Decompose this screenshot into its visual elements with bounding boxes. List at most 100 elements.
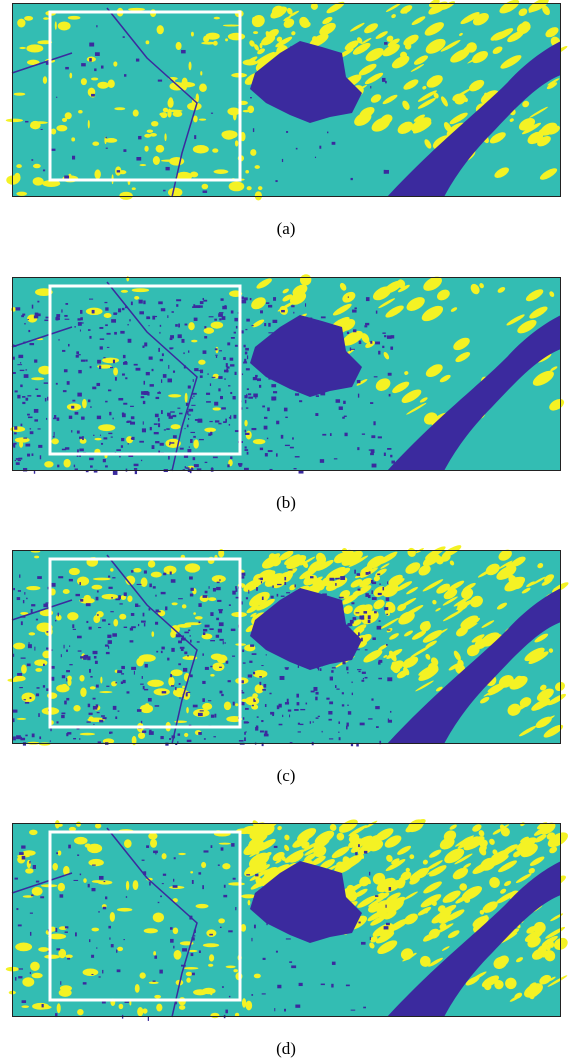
yellow-region	[36, 1005, 51, 1009]
blue-speck	[158, 348, 160, 352]
yellow-region	[126, 881, 129, 891]
blue-speck	[56, 721, 58, 723]
blue-speck	[115, 716, 117, 719]
yellow-region	[134, 296, 139, 300]
blue-speck	[161, 410, 163, 414]
blue-speck	[163, 190, 165, 192]
blue-speck	[235, 588, 237, 592]
blue-speck	[69, 416, 72, 419]
blue-speck	[261, 581, 262, 583]
blue-speck	[203, 595, 208, 598]
yellow-region	[102, 358, 119, 364]
blue-speck	[218, 864, 220, 865]
blue-speck	[350, 347, 351, 350]
blue-speck	[143, 613, 145, 617]
blue-speck	[329, 738, 333, 739]
blue-speck	[170, 335, 174, 338]
blue-speck	[106, 686, 109, 687]
blue-speck	[128, 339, 132, 343]
blue-speck	[216, 587, 221, 590]
blue-speck	[292, 437, 294, 439]
blue-speck	[388, 720, 392, 723]
blue-speck	[383, 587, 385, 590]
blue-speck	[214, 319, 217, 321]
blue-speck	[16, 908, 18, 910]
yellow-region	[61, 126, 65, 129]
blue-speck	[31, 609, 33, 613]
blue-speck	[181, 649, 184, 651]
blue-speck	[79, 437, 83, 439]
blue-speck	[166, 167, 170, 170]
blue-speck	[215, 348, 218, 350]
blue-speck	[214, 714, 216, 718]
blue-speck	[161, 308, 165, 311]
blue-speck	[170, 927, 173, 930]
blue-speck	[335, 578, 339, 580]
yellow-region	[139, 654, 156, 661]
blue-speck	[245, 348, 249, 351]
blue-speck	[163, 374, 167, 378]
blue-speck	[65, 926, 69, 928]
yellow-region	[150, 133, 157, 137]
blue-speck	[131, 667, 136, 670]
yellow-region	[104, 313, 112, 318]
blue-speck	[222, 986, 224, 988]
blue-speck	[142, 346, 144, 348]
blue-speck	[389, 887, 391, 891]
blue-speck	[260, 578, 263, 581]
blue-speck	[121, 673, 124, 674]
blue-speck	[22, 1000, 27, 1003]
yellow-region	[210, 1013, 219, 1019]
yellow-region	[63, 589, 70, 594]
yellow-region	[169, 157, 184, 166]
blue-speck	[235, 372, 237, 375]
blue-speck	[247, 388, 249, 390]
blue-speck	[105, 137, 106, 138]
yellow-region	[156, 145, 165, 153]
blue-speck	[115, 377, 117, 381]
blue-speck	[113, 360, 115, 364]
blue-speck	[244, 297, 248, 300]
blue-speck	[234, 318, 238, 321]
blue-speck	[244, 449, 248, 451]
yellow-region	[255, 191, 262, 200]
blue-speck	[295, 393, 299, 395]
blue-speck	[245, 708, 249, 710]
yellow-region	[100, 677, 102, 684]
blue-speck	[352, 310, 357, 313]
blue-speck	[368, 615, 371, 619]
blue-speck	[274, 1008, 275, 1011]
yellow-region	[149, 982, 159, 985]
blue-speck	[273, 391, 277, 393]
blue-speck	[93, 706, 97, 710]
blue-speck	[173, 371, 175, 373]
blue-speck	[218, 376, 222, 379]
yellow-region	[185, 393, 188, 403]
blue-speck	[202, 681, 205, 684]
blue-speck	[56, 97, 57, 98]
blue-speck	[291, 965, 296, 968]
blue-speck	[204, 336, 207, 338]
blue-speck	[34, 409, 38, 413]
yellow-region	[127, 595, 132, 601]
yellow-region	[233, 111, 237, 121]
blue-speck	[247, 452, 249, 455]
yellow-region	[114, 107, 125, 110]
blue-speck	[56, 314, 60, 317]
blue-speck	[55, 928, 57, 932]
yellow-region	[253, 439, 265, 444]
blue-speck	[382, 346, 384, 348]
yellow-region	[14, 676, 26, 682]
blue-speck	[166, 428, 169, 430]
yellow-region	[29, 632, 36, 635]
yellow-region	[140, 704, 153, 713]
blue-speck	[210, 383, 211, 386]
blue-speck	[154, 432, 159, 434]
yellow-region	[139, 164, 146, 166]
blue-speck	[382, 332, 385, 333]
blue-speck	[13, 718, 15, 722]
blue-speck	[199, 370, 202, 371]
blue-speck	[371, 698, 373, 700]
blue-speck	[298, 723, 300, 725]
blue-speck	[68, 845, 71, 849]
